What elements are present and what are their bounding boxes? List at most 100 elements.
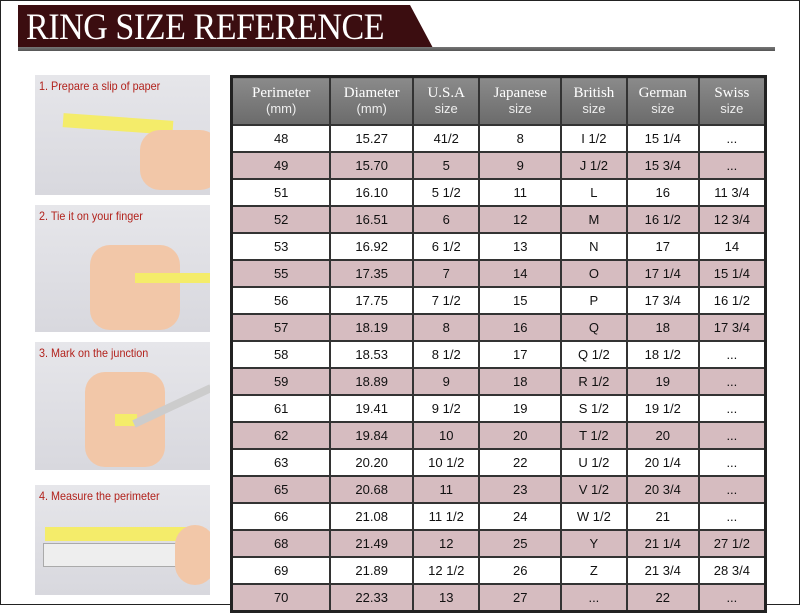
table-cell: 9 (412, 367, 481, 396)
title-banner (18, 5, 433, 48)
table-cell: 15 (478, 286, 562, 315)
column-header: British size (559, 75, 628, 126)
header-unit: (mm) (266, 101, 297, 116)
header-name: Swiss (714, 85, 750, 101)
table-cell: 18.89 (329, 367, 415, 396)
step-3-panel: 3. Mark on the junction (35, 342, 210, 470)
divider (18, 47, 775, 51)
step-label: 2. Tie it on your finger (39, 209, 143, 223)
table-cell: 20 (625, 421, 700, 450)
table-cell: 56 (230, 286, 332, 315)
table-row: 69 21.89 12 1/2 26 Z 21 3/4 28 3/4 (230, 556, 767, 585)
table-cell: 17.75 (329, 286, 415, 315)
table-cell: 48 (230, 124, 332, 153)
table-cell: Y (559, 529, 628, 558)
paper-strip-image (135, 273, 210, 283)
header-name: Perimeter (252, 85, 311, 101)
table-cell: 12 (412, 529, 481, 558)
table-cell: 7 (412, 259, 481, 288)
table-cell: 17 3/4 (625, 286, 700, 315)
table-cell: 10 1/2 (412, 448, 481, 477)
header-unit: (mm) (356, 101, 387, 116)
hand-image (140, 130, 210, 190)
table-row: 52 16.51 6 12 M 16 1/2 12 3/4 (230, 205, 767, 234)
table-cell: 68 (230, 529, 332, 558)
table-row: 51 16.10 5 1/2 11 L 16 11 3/4 (230, 178, 767, 207)
table-cell: 28 3/4 (697, 556, 767, 585)
table-cell: 57 (230, 313, 332, 342)
header-name: British (573, 85, 615, 101)
table-cell: 59 (230, 367, 332, 396)
column-header: U.S.A size (412, 75, 481, 126)
table-cell: 16.92 (329, 232, 415, 261)
table-cell: 17 (625, 232, 700, 261)
ring-size-table: Perimeter (mm) Diameter (mm) U.S.A size Japane… (230, 75, 767, 613)
table-cell: 13 (478, 232, 562, 261)
table-cell: 18 (478, 367, 562, 396)
table-cell: 19 1/2 (625, 394, 700, 423)
column-header: Japanese size (478, 75, 562, 126)
table-cell: Q (559, 313, 628, 342)
table-cell: 41/2 (412, 124, 481, 153)
header-unit: size (582, 101, 606, 116)
table-cell: ... (697, 421, 767, 450)
table-cell: 19 (478, 394, 562, 423)
header-unit: size (434, 101, 458, 116)
table-cell: S 1/2 (559, 394, 628, 423)
header-name: German (638, 85, 687, 101)
table-cell: 6 (412, 205, 481, 234)
table-cell: ... (697, 151, 767, 180)
table-cell: 8 1/2 (412, 340, 481, 369)
paper-strip-image (115, 414, 137, 426)
table-cell: 15 1/4 (697, 259, 767, 288)
table-cell: 61 (230, 394, 332, 423)
table-row: 57 18.19 8 16 Q 18 17 3/4 (230, 313, 767, 342)
table-cell: 7 1/2 (412, 286, 481, 315)
table-cell: 16 1/2 (697, 286, 767, 315)
step-label: 4. Measure the perimeter (39, 489, 160, 503)
header-name: Japanese (493, 85, 547, 101)
paper-strip-image (45, 527, 195, 541)
table-cell: 16.51 (329, 205, 415, 234)
table-cell: 11 3/4 (697, 178, 767, 207)
page-title: RING SIZE REFERENCE (26, 7, 385, 48)
header-name: U.S.A (427, 85, 465, 101)
table-cell: ... (697, 124, 767, 153)
table-cell: 26 (478, 556, 562, 585)
table-row: 55 17.35 7 14 O 17 1/4 15 1/4 (230, 259, 767, 288)
table-cell: 63 (230, 448, 332, 477)
table-cell: 23 (478, 475, 562, 504)
table-cell: 8 (412, 313, 481, 342)
table-cell: 14 (697, 232, 767, 261)
table-cell: 27 (478, 583, 562, 613)
table-cell: 17.35 (329, 259, 415, 288)
table-cell: 21 1/4 (625, 529, 700, 558)
header-unit: size (651, 101, 675, 116)
table-cell: 18.19 (329, 313, 415, 342)
table-cell: 10 (412, 421, 481, 450)
table-row: 58 18.53 8 1/2 17 Q 1/2 18 1/2... (230, 340, 767, 369)
table-cell: 13 (412, 583, 481, 613)
table-row: 65 20.68 11 23 V 1/2 20 3/4... (230, 475, 767, 504)
table-cell: 11 1/2 (412, 502, 481, 531)
table-row: 59 18.89 9 18 R 1/2 19... (230, 367, 767, 396)
table-cell: ... (559, 583, 628, 613)
table-cell: 15 1/4 (625, 124, 700, 153)
table-cell: 11 (478, 178, 562, 207)
table-cell: 16.10 (329, 178, 415, 207)
column-header: German size (625, 75, 700, 126)
table-cell: 9 1/2 (412, 394, 481, 423)
table-cell: 20 (478, 421, 562, 450)
table-cell: W 1/2 (559, 502, 628, 531)
table-cell: 19 (625, 367, 700, 396)
table-cell: 69 (230, 556, 332, 585)
table-cell: Z (559, 556, 628, 585)
table-cell: V 1/2 (559, 475, 628, 504)
table-cell: 21.08 (329, 502, 415, 531)
table-cell: O (559, 259, 628, 288)
table-cell: 52 (230, 205, 332, 234)
table-row: 53 16.92 6 1/2 13 N 17 14 (230, 232, 767, 261)
table-cell: 19.84 (329, 421, 415, 450)
table-cell: 55 (230, 259, 332, 288)
column-header: Perimeter (mm) (230, 75, 332, 126)
